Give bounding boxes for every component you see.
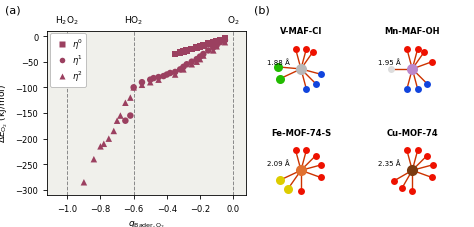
- Point: [216, 39, 224, 43]
- Point: [205, 49, 212, 53]
- Text: 2.35 Å: 2.35 Å: [378, 160, 401, 167]
- Point: [193, 61, 201, 64]
- Point: [90, 158, 98, 161]
- Point: [127, 96, 134, 100]
- Point: [127, 114, 134, 118]
- Point: [163, 73, 171, 77]
- Point: [216, 41, 224, 45]
- Text: (b): (b): [254, 6, 269, 16]
- Point: [100, 142, 108, 146]
- Point: [146, 81, 154, 85]
- Point: [210, 41, 217, 45]
- Point: [213, 45, 220, 49]
- Point: [188, 63, 196, 67]
- Point: [113, 119, 121, 123]
- Point: [180, 66, 187, 69]
- Point: [110, 130, 118, 133]
- Point: [166, 72, 174, 75]
- Point: [172, 53, 179, 57]
- Point: [121, 119, 129, 123]
- Point: [183, 63, 191, 67]
- Point: [121, 101, 129, 105]
- Point: [205, 43, 212, 46]
- Point: [200, 44, 207, 48]
- Point: [196, 55, 204, 59]
- Point: [117, 114, 124, 118]
- Point: [200, 54, 207, 58]
- Point: [150, 77, 157, 81]
- Point: [146, 79, 154, 82]
- Point: [138, 84, 146, 87]
- Point: [200, 53, 207, 57]
- Point: [138, 81, 146, 85]
- X-axis label: $q_{\mathrm{Bader,O_2}}$: $q_{\mathrm{Bader,O_2}}$: [128, 219, 165, 227]
- Y-axis label: $\Delta E_{\mathrm{O_2}}$ (kJ/mol): $\Delta E_{\mathrm{O_2}}$ (kJ/mol): [0, 84, 10, 143]
- Point: [196, 58, 204, 62]
- Text: Mn-MAF-OH: Mn-MAF-OH: [384, 27, 440, 36]
- Point: [130, 86, 137, 90]
- Point: [188, 61, 196, 64]
- Point: [183, 49, 191, 53]
- Text: 1.95 Å: 1.95 Å: [378, 59, 401, 66]
- Text: Cu-MOF-74: Cu-MOF-74: [386, 128, 438, 137]
- Point: [213, 44, 220, 48]
- Point: [188, 48, 196, 52]
- Point: [130, 86, 137, 90]
- Text: V-MAF-Cl: V-MAF-Cl: [280, 27, 322, 36]
- Legend: $\eta^0$, $\eta^1$, $\eta^2$: $\eta^0$, $\eta^1$, $\eta^2$: [50, 34, 86, 87]
- Text: 2.09 Å: 2.09 Å: [267, 160, 290, 167]
- Point: [172, 71, 179, 74]
- Point: [196, 45, 204, 49]
- Text: Fe-MOF-74-S: Fe-MOF-74-S: [271, 128, 331, 137]
- Point: [176, 51, 184, 55]
- Point: [172, 73, 179, 77]
- Point: [180, 50, 187, 54]
- Point: [221, 39, 229, 43]
- Point: [155, 79, 162, 82]
- Point: [160, 75, 167, 79]
- Text: (a): (a): [5, 6, 20, 16]
- Point: [176, 68, 184, 72]
- Point: [213, 40, 220, 44]
- Point: [221, 41, 229, 45]
- Point: [210, 46, 217, 50]
- Point: [155, 76, 162, 79]
- Point: [180, 68, 187, 72]
- Point: [97, 145, 104, 148]
- Point: [221, 38, 229, 41]
- Point: [193, 58, 201, 62]
- Text: 1.88 Å: 1.88 Å: [266, 59, 290, 66]
- Point: [80, 181, 88, 184]
- Point: [210, 49, 217, 53]
- Point: [105, 137, 113, 141]
- Point: [193, 46, 201, 50]
